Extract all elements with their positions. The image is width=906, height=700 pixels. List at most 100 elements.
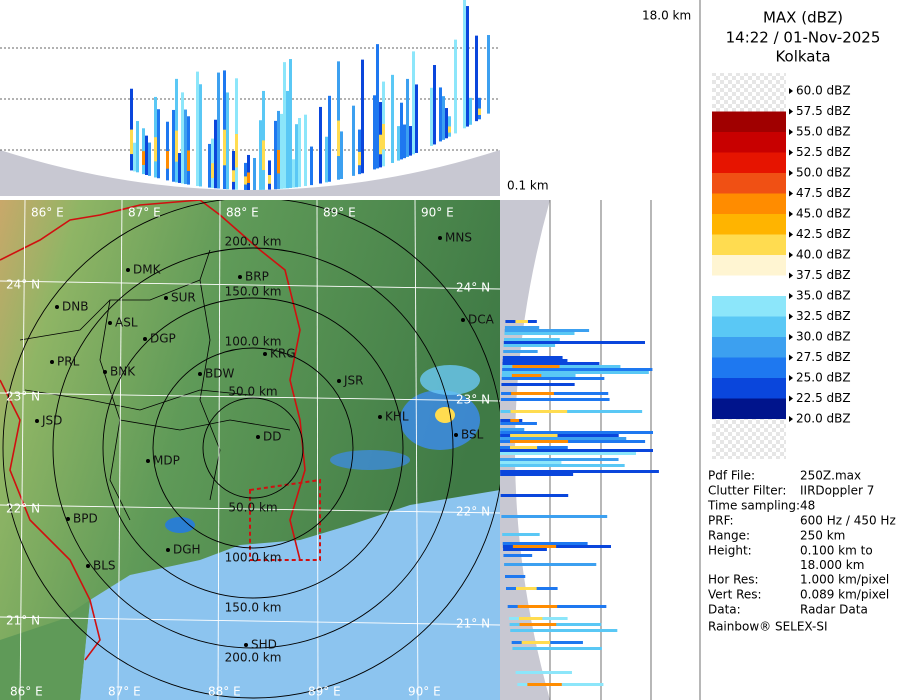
legend-label: 50.0 dBZ	[796, 166, 851, 180]
legend-label: 32.5 dBZ	[796, 309, 851, 323]
legend-label: 27.5 dBZ	[796, 350, 851, 364]
lon-label: 86° E	[10, 685, 43, 699]
echo	[448, 126, 451, 133]
echo	[181, 92, 184, 184]
echo	[501, 377, 605, 380]
echo	[439, 87, 442, 142]
legend-tick	[789, 416, 793, 422]
side-echoes	[500, 320, 659, 686]
city-dot	[50, 360, 54, 364]
echo	[187, 150, 190, 171]
range-label: 100.0 km	[225, 335, 282, 349]
legend: 60.0 dBZ 57.5 dBZ 55.0 dBZ 52.5 dBZ 50.0 dBZ…	[712, 73, 851, 459]
info-label: Height:	[708, 544, 752, 558]
city-dot	[337, 379, 341, 383]
echo	[500, 422, 537, 425]
city-dot	[66, 517, 70, 521]
echo	[199, 84, 202, 187]
echo	[503, 554, 533, 557]
echo	[501, 392, 609, 395]
echo	[504, 338, 560, 341]
lon-label: 89° E	[323, 206, 356, 220]
legend-swatch	[712, 419, 786, 459]
range-label: 50.0 km	[228, 501, 277, 515]
echo	[503, 350, 538, 353]
echo	[298, 118, 301, 187]
echo	[502, 362, 600, 365]
lonlat-grid	[0, 200, 500, 700]
echo	[262, 140, 265, 171]
info-value: 0.100 km to	[800, 544, 873, 558]
info-label: Pdf File:	[708, 469, 755, 483]
legend-label: 37.5 dBZ	[796, 268, 851, 282]
echo	[433, 65, 436, 145]
echo	[500, 437, 627, 440]
echo	[510, 434, 558, 437]
echo	[340, 131, 343, 179]
lat-label: 22° N	[456, 505, 490, 519]
legend-tick	[789, 190, 793, 197]
legend-tick	[789, 272, 793, 279]
boundary	[119, 419, 291, 431]
echo	[268, 175, 271, 184]
echo	[511, 392, 554, 395]
echo	[445, 108, 448, 139]
lat-label: 24° N	[456, 281, 490, 295]
legend-swatch	[712, 91, 786, 112]
lon-label: 88° E	[226, 206, 259, 220]
echo	[286, 90, 289, 189]
city-label: PRL	[57, 355, 80, 369]
echo	[504, 326, 540, 329]
map-labels: 86° E 86° E 87° E 87° E 88° E 88° E 89° E 89° E…	[6, 206, 495, 699]
range-label: 150.0 km	[225, 601, 282, 615]
echo	[130, 129, 133, 155]
city-label: DGP	[150, 332, 176, 346]
parallel	[0, 616, 500, 626]
legend-tick	[789, 313, 793, 320]
echo	[502, 542, 588, 545]
echo	[463, 0, 466, 129]
echo	[376, 44, 379, 169]
echo	[500, 428, 525, 431]
city-dot	[461, 318, 465, 322]
lon-label: 87° E	[128, 206, 161, 220]
lon-label: 86° E	[31, 206, 64, 220]
echo	[165, 517, 195, 533]
coastal-boundary	[249, 478, 321, 561]
echo	[500, 410, 643, 413]
city-dot	[244, 643, 248, 647]
boundary	[24, 389, 251, 411]
echo	[500, 494, 569, 497]
boundary	[0, 379, 101, 661]
legend-swatch	[712, 73, 786, 91]
range-ring	[2, 200, 500, 699]
echo	[501, 383, 575, 386]
echo	[328, 95, 331, 182]
lat-label: 21° N	[456, 617, 490, 631]
legend-label: 20.0 dBZ	[796, 412, 851, 426]
meridian	[19, 200, 26, 700]
legend-swatch	[712, 296, 786, 317]
legend-label: 25.0 dBZ	[796, 371, 851, 385]
lat-label: 23° N	[456, 393, 490, 407]
echo	[379, 134, 382, 155]
range-ring	[202, 397, 304, 499]
legend-label: 57.5 dBZ	[796, 104, 851, 118]
echo	[469, 97, 472, 125]
legend-tick	[789, 252, 793, 258]
legend-tick	[789, 108, 793, 115]
echo	[319, 106, 322, 184]
echo	[503, 548, 547, 551]
echo	[232, 170, 235, 182]
echo	[166, 151, 169, 169]
legend-label: 55.0 dBZ	[796, 125, 851, 139]
land-edge	[0, 600, 90, 700]
echo	[500, 452, 637, 455]
echo	[175, 130, 178, 162]
echo	[247, 172, 250, 183]
boundary	[19, 249, 211, 341]
legend-tick	[789, 334, 793, 340]
echo	[289, 59, 292, 188]
lon-label: 90° E	[421, 206, 454, 220]
range-label: 200.0 km	[225, 651, 282, 665]
